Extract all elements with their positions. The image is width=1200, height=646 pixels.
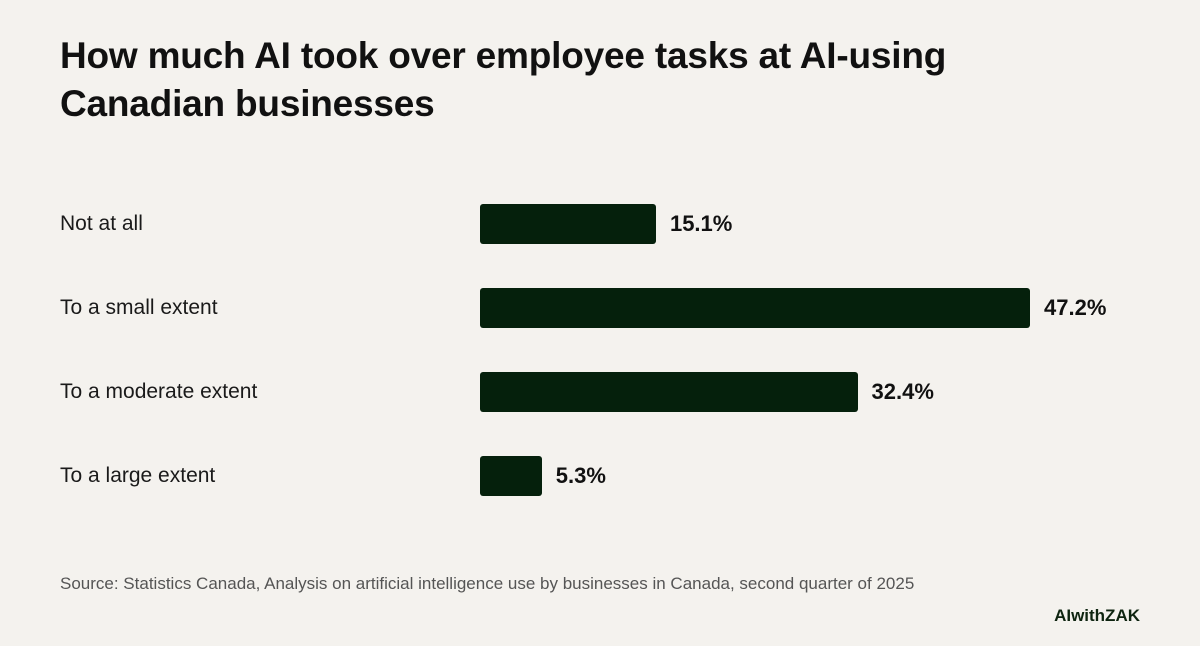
brand-logo: AIwithZAK xyxy=(1054,606,1140,625)
value-label: 15.1% xyxy=(669,211,733,236)
chart-title: How much AI took over employee tasks at … xyxy=(60,35,947,124)
value-label: 5.3% xyxy=(555,463,606,488)
value-label: 47.2% xyxy=(1044,295,1107,320)
category-label: To a moderate extent xyxy=(60,380,258,403)
bar xyxy=(480,456,542,496)
value-label: 32.4% xyxy=(871,379,934,404)
source-note: Source: Statistics Canada, Analysis on a… xyxy=(60,574,915,593)
category-label: Not at all xyxy=(60,212,143,235)
bar xyxy=(480,372,858,412)
bar xyxy=(480,204,656,244)
bar xyxy=(480,288,1030,328)
category-label: To a large extent xyxy=(60,464,216,487)
category-label: To a small extent xyxy=(60,296,218,319)
